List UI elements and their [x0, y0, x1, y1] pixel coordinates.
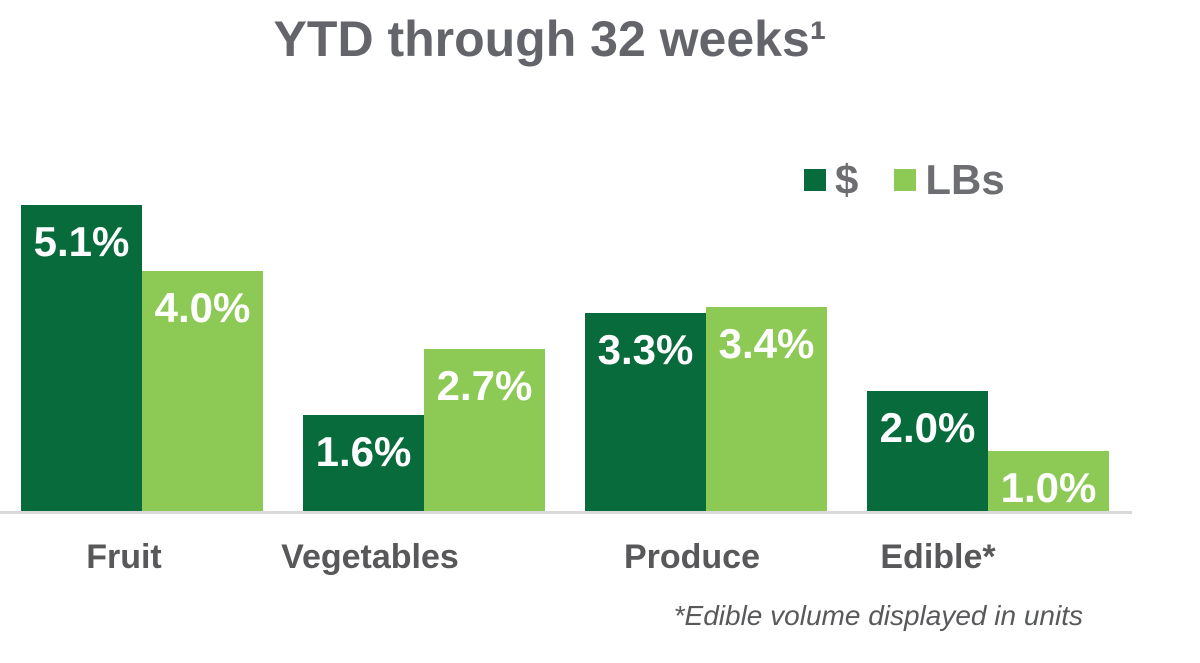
bar-value-label-dollars-edible: 2.0% [879, 404, 976, 451]
bar-lbs-vegetables: 2.7% [424, 349, 545, 511]
legend-swatch-lbs [894, 169, 917, 191]
plot-area: 5.1% 1.6% 3.3% 2.0% 4.0% 2.7% 3.4% 1.0% [21, 205, 1109, 511]
chart-title: YTD through 32 weeks¹ [273, 11, 827, 67]
category-label-vegetables: Vegetables [281, 538, 459, 576]
legend-label-dollars: $ [835, 156, 859, 203]
bar-value-label-lbs-vegetables: 2.7% [436, 362, 533, 409]
bar-lbs-produce: 3.4% [706, 307, 827, 511]
legend-item-lbs: LBs [894, 156, 1005, 203]
bar-dollars-produce: 3.3% [585, 313, 706, 511]
category-label-fruit: Fruit [86, 538, 162, 576]
bar-dollars-fruit: 5.1% [21, 205, 142, 511]
bar-value-label-dollars-fruit: 5.1% [33, 218, 130, 265]
bar-value-label-lbs-fruit: 4.0% [154, 284, 251, 331]
legend-item-dollars: $ [804, 159, 858, 201]
bar-value-label-lbs-edible: 1.0% [1000, 464, 1097, 511]
legend-label-lbs: LBs [925, 156, 1005, 203]
legend-swatch-dollars [804, 169, 826, 191]
chart-legend: $ LBs [804, 156, 1005, 204]
bar-lbs-edible: 1.0% [988, 451, 1109, 511]
category-label-produce: Produce [623, 538, 761, 576]
bar-value-label-dollars-vegetables: 1.6% [315, 428, 412, 475]
bar-value-label-lbs-produce: 3.4% [718, 320, 815, 367]
bar-value-label-dollars-produce: 3.3% [597, 326, 694, 373]
bar-lbs-fruit: 4.0% [142, 271, 263, 511]
x-axis-line [0, 511, 1132, 514]
category-axis: Fruit Vegetables Produce Edible* [0, 538, 1200, 582]
bar-dollars-vegetables: 1.6% [303, 415, 424, 511]
category-label-edible: Edible* [880, 538, 996, 576]
footnote: *Edible volume displayed in units [673, 600, 1083, 631]
bar-dollars-edible: 2.0% [867, 391, 988, 511]
